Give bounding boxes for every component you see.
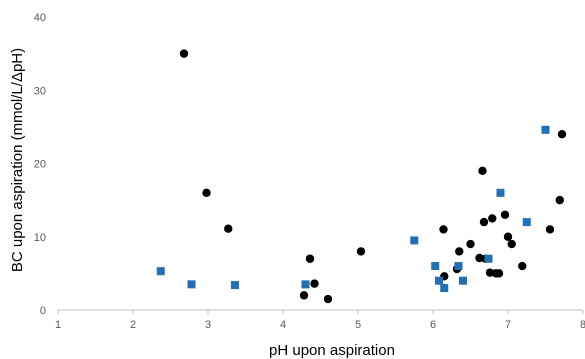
circle-data-point xyxy=(500,210,510,219)
circle-data-point xyxy=(488,214,497,223)
circle-data-point xyxy=(555,195,564,205)
square-data-point xyxy=(459,276,467,285)
x-tick-label: 2 xyxy=(130,319,136,331)
square-data-point xyxy=(410,236,419,245)
circle-data-point xyxy=(545,225,555,234)
y-tick-label: 40 xyxy=(34,12,46,24)
square-data-point xyxy=(231,281,239,290)
circle-data-point xyxy=(494,269,504,278)
square-data-point xyxy=(496,188,505,197)
square-data-point xyxy=(431,262,440,271)
y-tick-label: 30 xyxy=(34,85,46,97)
x-tick-label: 6 xyxy=(430,319,436,331)
square-data-point xyxy=(541,125,550,134)
axes xyxy=(57,309,584,314)
square-data-point xyxy=(435,276,443,285)
tick-labels: 1 2 3 4 5 6 7 8 0 10 20 30 40 xyxy=(34,12,585,331)
square-data-point xyxy=(440,284,449,293)
circle-data-point xyxy=(503,232,513,241)
y-tick-label: 20 xyxy=(34,159,46,171)
x-tick-label: 4 xyxy=(280,319,286,331)
y-tick-label: 10 xyxy=(34,232,46,244)
circle-data-point xyxy=(557,130,567,139)
circle-data-point xyxy=(179,49,189,58)
square-data-point xyxy=(156,267,165,276)
circle-data-point xyxy=(466,239,475,249)
circle-data-point xyxy=(455,247,464,256)
x-axis-title: pH upon aspiration xyxy=(269,342,395,359)
y-tick-label: 0 xyxy=(40,305,46,317)
square-data-point xyxy=(522,218,531,227)
circle-data-point xyxy=(202,188,211,197)
data-points xyxy=(156,49,567,304)
x-tick-label: 1 xyxy=(55,319,61,331)
x-tick-label: 8 xyxy=(580,319,585,331)
square-data-point xyxy=(187,280,196,289)
circle-data-point xyxy=(478,166,487,176)
y-axis-title: BC upon aspiration (mmol/L/ΔpH) xyxy=(9,48,26,272)
circle-data-point xyxy=(507,239,516,249)
circle-data-point xyxy=(310,279,319,288)
x-tick-label: 5 xyxy=(355,319,361,331)
circle-data-point xyxy=(323,294,333,304)
circle-data-point xyxy=(299,291,309,300)
circle-data-point xyxy=(305,254,315,263)
circle-data-point xyxy=(356,247,366,256)
circle-data-point xyxy=(518,261,527,271)
x-tick-label: 7 xyxy=(505,319,511,331)
square-data-point xyxy=(484,254,493,263)
circle-data-point xyxy=(479,217,489,227)
square-data-point xyxy=(454,262,463,271)
x-tick-label: 3 xyxy=(205,319,211,331)
square-data-point xyxy=(301,280,310,289)
circle-data-point xyxy=(224,224,233,233)
circle-data-point xyxy=(439,225,448,234)
